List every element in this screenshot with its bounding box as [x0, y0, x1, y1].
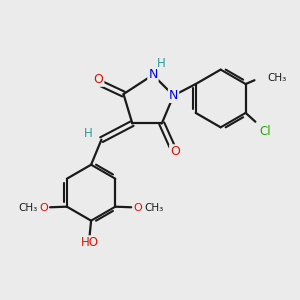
Text: Cl: Cl — [260, 125, 271, 138]
Text: O: O — [170, 145, 180, 158]
Text: N: N — [169, 89, 178, 102]
Text: O: O — [134, 203, 142, 213]
Text: CH₃: CH₃ — [18, 202, 38, 213]
Text: HO: HO — [81, 236, 99, 249]
Text: N: N — [148, 68, 158, 81]
Text: O: O — [39, 203, 48, 213]
Text: O: O — [94, 73, 103, 86]
Text: CH₃: CH₃ — [144, 202, 163, 213]
Text: H: H — [157, 57, 165, 70]
Text: CH₃: CH₃ — [267, 73, 287, 83]
Text: H: H — [84, 127, 92, 140]
